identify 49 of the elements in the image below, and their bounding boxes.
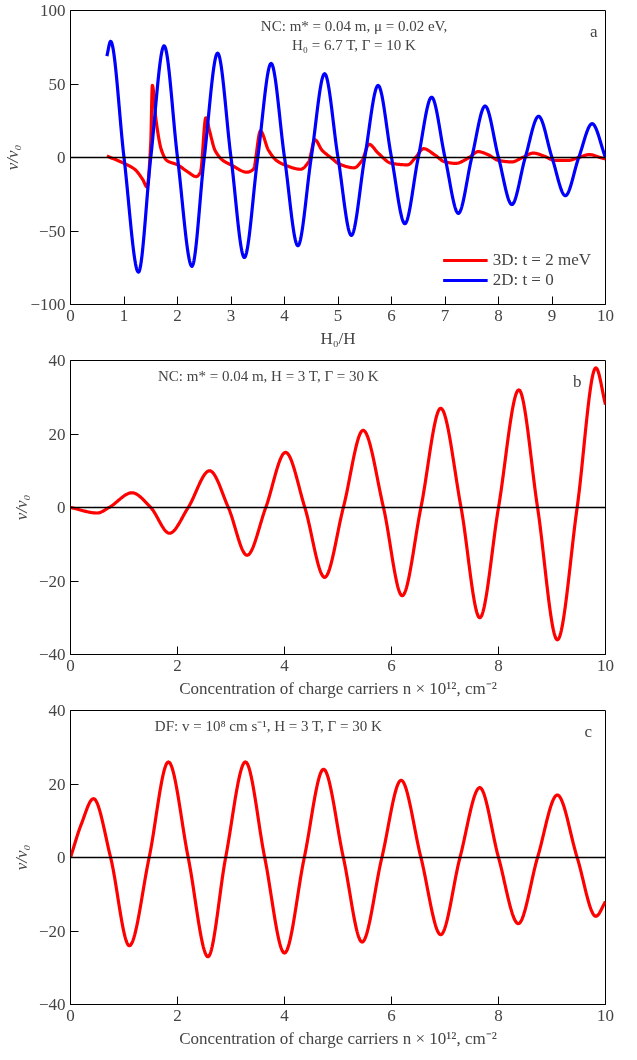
y-tick-label: −100 xyxy=(30,295,66,314)
x-axis-title: Concentration of charge carriers n × 10¹², cm⁻² xyxy=(179,678,497,698)
annotation: NC: m* = 0.04 m, H = 3 T, Γ = 30 K xyxy=(158,367,379,384)
y-axis-title: v/v₀ xyxy=(11,844,31,871)
annotation: a xyxy=(589,22,598,42)
y-tick-label: −40 xyxy=(38,645,66,664)
y-axis-title: v/v₀ xyxy=(11,494,31,521)
x-tick-label: 1 xyxy=(119,305,129,325)
annotation: NC: m* = 0.04 m, μ = 0.02 eV, H₀ = 6.7 T, Γ = 10 K xyxy=(260,17,448,54)
y-tick-label: −50 xyxy=(38,221,66,241)
x-tick-label: 10 xyxy=(597,305,614,325)
x-tick-label: 6 xyxy=(387,1005,396,1025)
x-tick-label: 4 xyxy=(280,1005,290,1025)
x-tick-label: 2 xyxy=(173,1005,182,1025)
x-tick-label: 2 xyxy=(173,655,182,675)
y-tick-label: −40 xyxy=(38,995,66,1014)
x-tick-label: 10 xyxy=(597,1005,614,1025)
x-axis-title: H₀/H xyxy=(320,328,356,348)
annotation: DF: v = 10⁸ cm s⁻¹, H = 3 T, Γ = 30 K xyxy=(154,717,382,734)
y-tick-label: 0 xyxy=(57,848,66,867)
y-tick-label: 20 xyxy=(48,774,66,794)
x-tick-label: 8 xyxy=(494,305,503,325)
x-tick-label: 8 xyxy=(494,1005,503,1025)
y-tick-label: 40 xyxy=(48,701,66,720)
x-tick-label: 3 xyxy=(226,305,236,325)
x-tick-label: 4 xyxy=(280,305,290,325)
x-tick-label: 7 xyxy=(440,305,450,325)
x-tick-label: 10 xyxy=(597,655,614,675)
x-tick-label: 5 xyxy=(333,305,343,325)
legend-label: 2D: t = 0 xyxy=(492,270,554,290)
y-tick-label: 0 xyxy=(57,148,66,167)
x-tick-label: 4 xyxy=(280,655,290,675)
legend-label: 3D: t = 2 meV xyxy=(492,250,591,270)
x-tick-label: 6 xyxy=(387,655,396,675)
annotation: b xyxy=(572,372,582,392)
x-tick-label: 6 xyxy=(387,305,396,325)
y-tick-label: 50 xyxy=(48,74,66,94)
y-tick-label: −20 xyxy=(38,571,66,591)
y-tick-label: −20 xyxy=(38,921,66,941)
x-axis-title: Concentration of charge carriers n × 10¹², cm⁻² xyxy=(179,1028,497,1048)
y-tick-label: 0 xyxy=(57,498,66,517)
y-tick-label: 100 xyxy=(40,1,66,20)
y-tick-label: 40 xyxy=(48,351,66,370)
y-tick-label: 20 xyxy=(48,424,66,444)
annotation: c xyxy=(584,722,593,742)
x-tick-label: 8 xyxy=(494,655,503,675)
x-tick-label: 9 xyxy=(547,305,557,325)
x-tick-label: 2 xyxy=(173,305,182,325)
y-axis-title: v/v₀ xyxy=(3,144,23,171)
